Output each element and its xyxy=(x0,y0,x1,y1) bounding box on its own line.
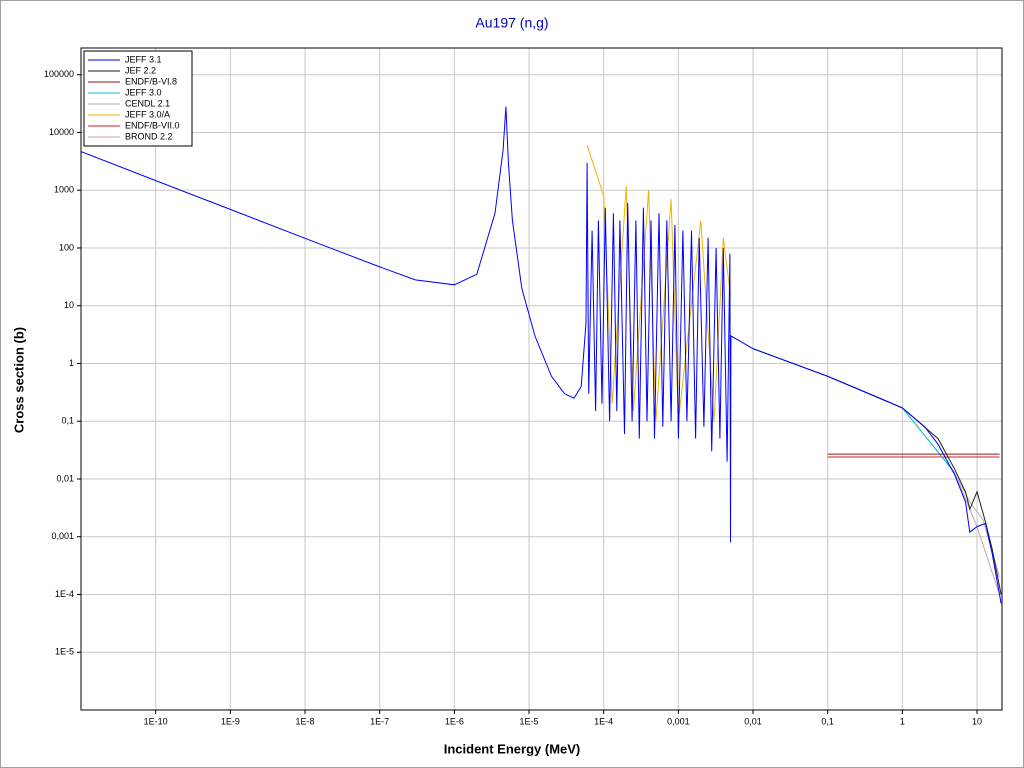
grid xyxy=(81,48,1002,710)
x-tick-label: 0,01 xyxy=(744,716,762,726)
y-tick-label: 1E-5 xyxy=(55,647,74,657)
x-tick-label: 0,1 xyxy=(821,716,834,726)
legend-box xyxy=(83,50,193,147)
y-axis-label: Cross section (b) xyxy=(11,327,26,433)
x-tick-label: 1E-4 xyxy=(594,716,613,726)
series-line xyxy=(586,145,731,422)
legend-label: BROND 2.2 xyxy=(125,131,173,141)
x-tick-label: 1E-9 xyxy=(221,716,240,726)
x-tick-label: 1E-6 xyxy=(445,716,464,726)
x-tick-label: 1E-10 xyxy=(144,716,168,726)
y-tick-label: 0,1 xyxy=(61,416,74,426)
legend-label: CENDL 2.1 xyxy=(125,98,170,108)
x-tick-label: 1E-5 xyxy=(520,716,539,726)
plot-border xyxy=(80,47,1003,711)
x-tick-label: 0,001 xyxy=(667,716,690,726)
x-tick-label: 1E-8 xyxy=(295,716,314,726)
legend-label: JEFF 3.0 xyxy=(125,87,162,97)
x-tick-label: 1 xyxy=(900,716,905,726)
y-tick-label: 10 xyxy=(64,300,74,310)
x-tick-label: 1E-7 xyxy=(370,716,389,726)
series-line xyxy=(81,106,1002,604)
y-tick-label: 1 xyxy=(69,358,74,368)
y-tick-label: 1E-4 xyxy=(55,589,74,599)
y-tick-label: 1000 xyxy=(54,185,74,195)
legend-label: JEF 2.2 xyxy=(125,65,156,75)
legend-label: ENDF/B-VI.8 xyxy=(125,76,177,86)
plot-lines xyxy=(81,106,1002,604)
y-tick-label: 0,01 xyxy=(56,473,74,483)
x-tick-label: 10 xyxy=(972,716,982,726)
y-tick-label: 10000 xyxy=(49,127,74,137)
y-tick-label: 100000 xyxy=(44,69,74,79)
chart-title: Au197 (n,g) xyxy=(475,15,548,31)
legend-label: ENDF/B-VII.0 xyxy=(125,120,180,130)
x-axis-label: Incident Energy (MeV) xyxy=(444,741,581,756)
legend-label: JEFF 3.0/A xyxy=(125,109,170,119)
y-tick-label: 100 xyxy=(59,242,74,252)
legend-label: JEFF 3.1 xyxy=(125,54,162,64)
y-tick-label: 0,001 xyxy=(51,531,74,541)
